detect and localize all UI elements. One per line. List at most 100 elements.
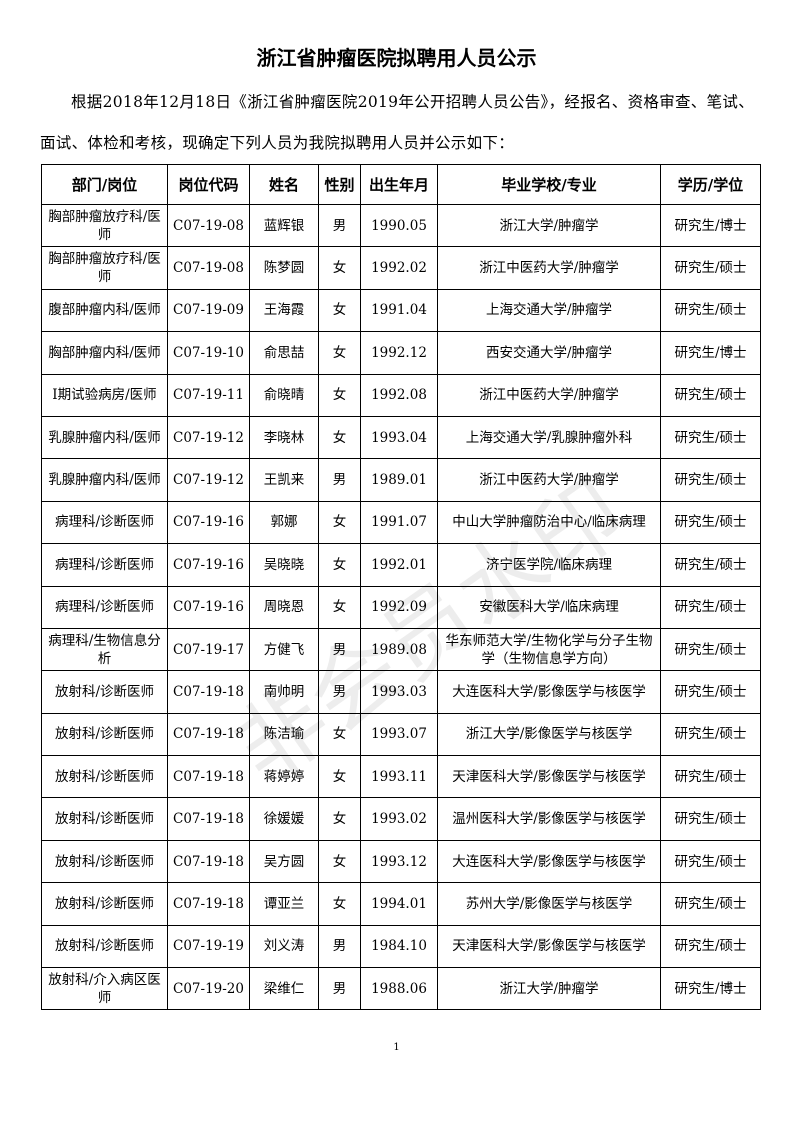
table-cell: 1993.07 (360, 712, 438, 757)
table-cell: 研究生/硕士 (660, 712, 761, 757)
table-cell: C07-19-18 (167, 839, 250, 884)
intro-paragraph: 根据2018年12月18日《浙江省肿瘤医院2019年公开招聘人员公告》，经报名、… (40, 93, 754, 152)
table-cell: 郭娜 (249, 500, 319, 545)
table-cell: 1991.04 (360, 288, 438, 333)
table-cell: 1990.05 (360, 203, 438, 248)
table-cell: 放射科/诊断医师 (41, 670, 168, 714)
table-row: 放射科/诊断医师 C07-19-18 南帅明男 1993.03 大连医科大学/影像医学与… (41, 670, 761, 714)
table-cell: 1992.02 (360, 246, 438, 290)
table-cell: 蒋婷婷 (249, 755, 319, 799)
table-cell: 浙江大学/影像医学与核医学 (437, 712, 661, 757)
table-row: 病理科/诊断医师 C07-19-16 周晓恩女 1992.09 安徽医科大学/临床病理研… (41, 585, 761, 629)
table-cell: 大连医科大学/影像医学与核医学 (437, 839, 661, 884)
hire-table: 部门/岗位 岗位代码 姓名 性别 出生年月 毕业学校/专业 学历/学位 胸部肿瘤放疗科/医师… (41, 164, 761, 1011)
table-row: 乳腺肿瘤内科/医师 C07-19-12 王凯来男 1989.01 浙江中医药大学/肿瘤学… (41, 458, 761, 502)
table-cell: 女 (318, 585, 361, 629)
table-cell: 上海交通大学/肿瘤学 (437, 288, 661, 333)
table-cell: 病理科/诊断医师 (41, 585, 168, 629)
table-cell: 研究生/硕士 (660, 585, 761, 629)
table-cell: 女 (318, 797, 361, 841)
table-cell: 女 (318, 288, 361, 333)
table-cell: 女 (318, 415, 361, 460)
table-cell: 放射科/诊断医师 (41, 797, 168, 841)
table-cell: 放射科/介入病区医师 (41, 967, 168, 1011)
table-cell: 1992.01 (360, 543, 438, 587)
table-cell: C07-19-12 (167, 415, 250, 460)
table-cell: 1984.10 (360, 924, 438, 969)
table-cell: 1988.06 (360, 967, 438, 1011)
table-cell: 男 (318, 924, 361, 969)
table-cell: 放射科/诊断医师 (41, 712, 168, 757)
table-cell: 研究生/硕士 (660, 839, 761, 884)
table-row: 放射科/诊断医师 C07-19-18 蒋婷婷女 1993.11 天津医科大学/影像医学与… (41, 755, 761, 799)
table-cell: 吴晓晓 (249, 543, 319, 587)
table-cell: 研究生/博士 (660, 331, 761, 375)
table-cell: 谭亚兰 (249, 882, 319, 926)
table-cell: 病理科/诊断医师 (41, 543, 168, 587)
column-header: 出生年月 (360, 164, 438, 205)
table-row: 病理科/诊断医师 C07-19-16 郭娜女 1991.07 中山大学肿瘤防治中心/临床… (41, 500, 761, 545)
table-cell: 济宁医学院/临床病理 (437, 543, 661, 587)
table-cell: 1992.08 (360, 373, 438, 417)
table-cell: 俞晓晴 (249, 373, 319, 417)
table-cell: 安徽医科大学/临床病理 (437, 585, 661, 629)
table-row: 放射科/诊断医师 C07-19-18 徐媛媛女 1993.02 温州医科大学/影像医学与… (41, 797, 761, 841)
table-cell: 陈洁瑜 (249, 712, 319, 757)
table-cell: 女 (318, 755, 361, 799)
table-cell: 周晓恩 (249, 585, 319, 629)
table-cell: 1993.11 (360, 755, 438, 799)
table-cell: 1991.07 (360, 500, 438, 545)
table-cell: C07-19-10 (167, 331, 250, 375)
table-cell: 女 (318, 246, 361, 290)
table-row: I期试验病房/医师 C07-19-11 俞晓晴女 1992.08 浙江中医药大学/肿瘤学… (41, 373, 761, 417)
table-cell: 上海交通大学/乳腺肿瘤外科 (437, 415, 661, 460)
table-cell: 浙江中医药大学/肿瘤学 (437, 458, 661, 502)
table-cell: 1989.01 (360, 458, 438, 502)
table-cell: 1992.12 (360, 331, 438, 375)
table-cell: 男 (318, 203, 361, 248)
table-cell: C07-19-17 (167, 627, 250, 672)
table-row: 胸部肿瘤内科/医师 C07-19-10 俞思喆女 1992.12 西安交通大学/肿瘤学研… (41, 331, 761, 375)
table-cell: 男 (318, 458, 361, 502)
table-cell: 研究生/硕士 (660, 415, 761, 460)
table-cell: 王海霞 (249, 288, 319, 333)
table-row: 放射科/诊断医师 C07-19-19 刘义涛男 1984.10 天津医科大学/影像医学与… (41, 924, 761, 969)
table-cell: 梁维仁 (249, 967, 319, 1011)
table-row: 放射科/诊断医师 C07-19-18 吴方圆女 1993.12 大连医科大学/影像医学与… (41, 839, 761, 884)
table-cell: 1992.09 (360, 585, 438, 629)
table-cell: 放射科/诊断医师 (41, 839, 168, 884)
page-number: 1 (393, 1042, 400, 1053)
table-header-row: 部门/岗位 岗位代码 姓名 性别 出生年月 毕业学校/专业 学历/学位 (41, 164, 761, 205)
table-cell: 男 (318, 967, 361, 1011)
table-row: 胸部肿瘤放疗科/医师 C07-19-08 蓝辉银男 1990.05 浙江大学/肿瘤学 研究… (41, 203, 761, 248)
table-cell: 病理科/生物信息分析 (41, 627, 168, 672)
table-cell: 1989.08 (360, 627, 438, 672)
table-cell: 研究生/博士 (660, 203, 761, 248)
table-cell: 浙江中医药大学/肿瘤学 (437, 246, 661, 290)
table-cell: C07-19-16 (167, 585, 250, 629)
table-cell: 大连医科大学/影像医学与核医学 (437, 670, 661, 714)
table-cell: 温州医科大学/影像医学与核医学 (437, 797, 661, 841)
table-cell: 女 (318, 882, 361, 926)
table-cell: C07-19-16 (167, 500, 250, 545)
table-cell: C07-19-18 (167, 797, 250, 841)
table-row: 病理科/诊断医师 C07-19-16 吴晓晓女 1992.01 济宁医学院/临床病理 研究… (41, 543, 761, 587)
table-cell: 俞思喆 (249, 331, 319, 375)
column-header: 部门/岗位 (41, 164, 168, 205)
column-header: 性别 (318, 164, 361, 205)
table-cell: 胸部肿瘤放疗科/医师 (41, 203, 168, 248)
table-cell: 研究生/硕士 (660, 755, 761, 799)
table-cell: 李晓林 (249, 415, 319, 460)
table-cell: 中山大学肿瘤防治中心/临床病理 (437, 500, 661, 545)
table-cell: 徐媛媛 (249, 797, 319, 841)
table-cell: C07-19-18 (167, 670, 250, 714)
table-cell: 女 (318, 712, 361, 757)
table-cell: 乳腺肿瘤内科/医师 (41, 415, 168, 460)
table-row: 胸部肿瘤放疗科/医师 C07-19-08 陈梦圆女 1992.02 浙江中医药大学/肿瘤… (41, 246, 761, 290)
table-cell: C07-19-08 (167, 203, 250, 248)
table-cell: 女 (318, 500, 361, 545)
table-cell: 研究生/博士 (660, 967, 761, 1011)
column-header: 毕业学校/专业 (437, 164, 661, 205)
table-cell: 研究生/硕士 (660, 288, 761, 333)
